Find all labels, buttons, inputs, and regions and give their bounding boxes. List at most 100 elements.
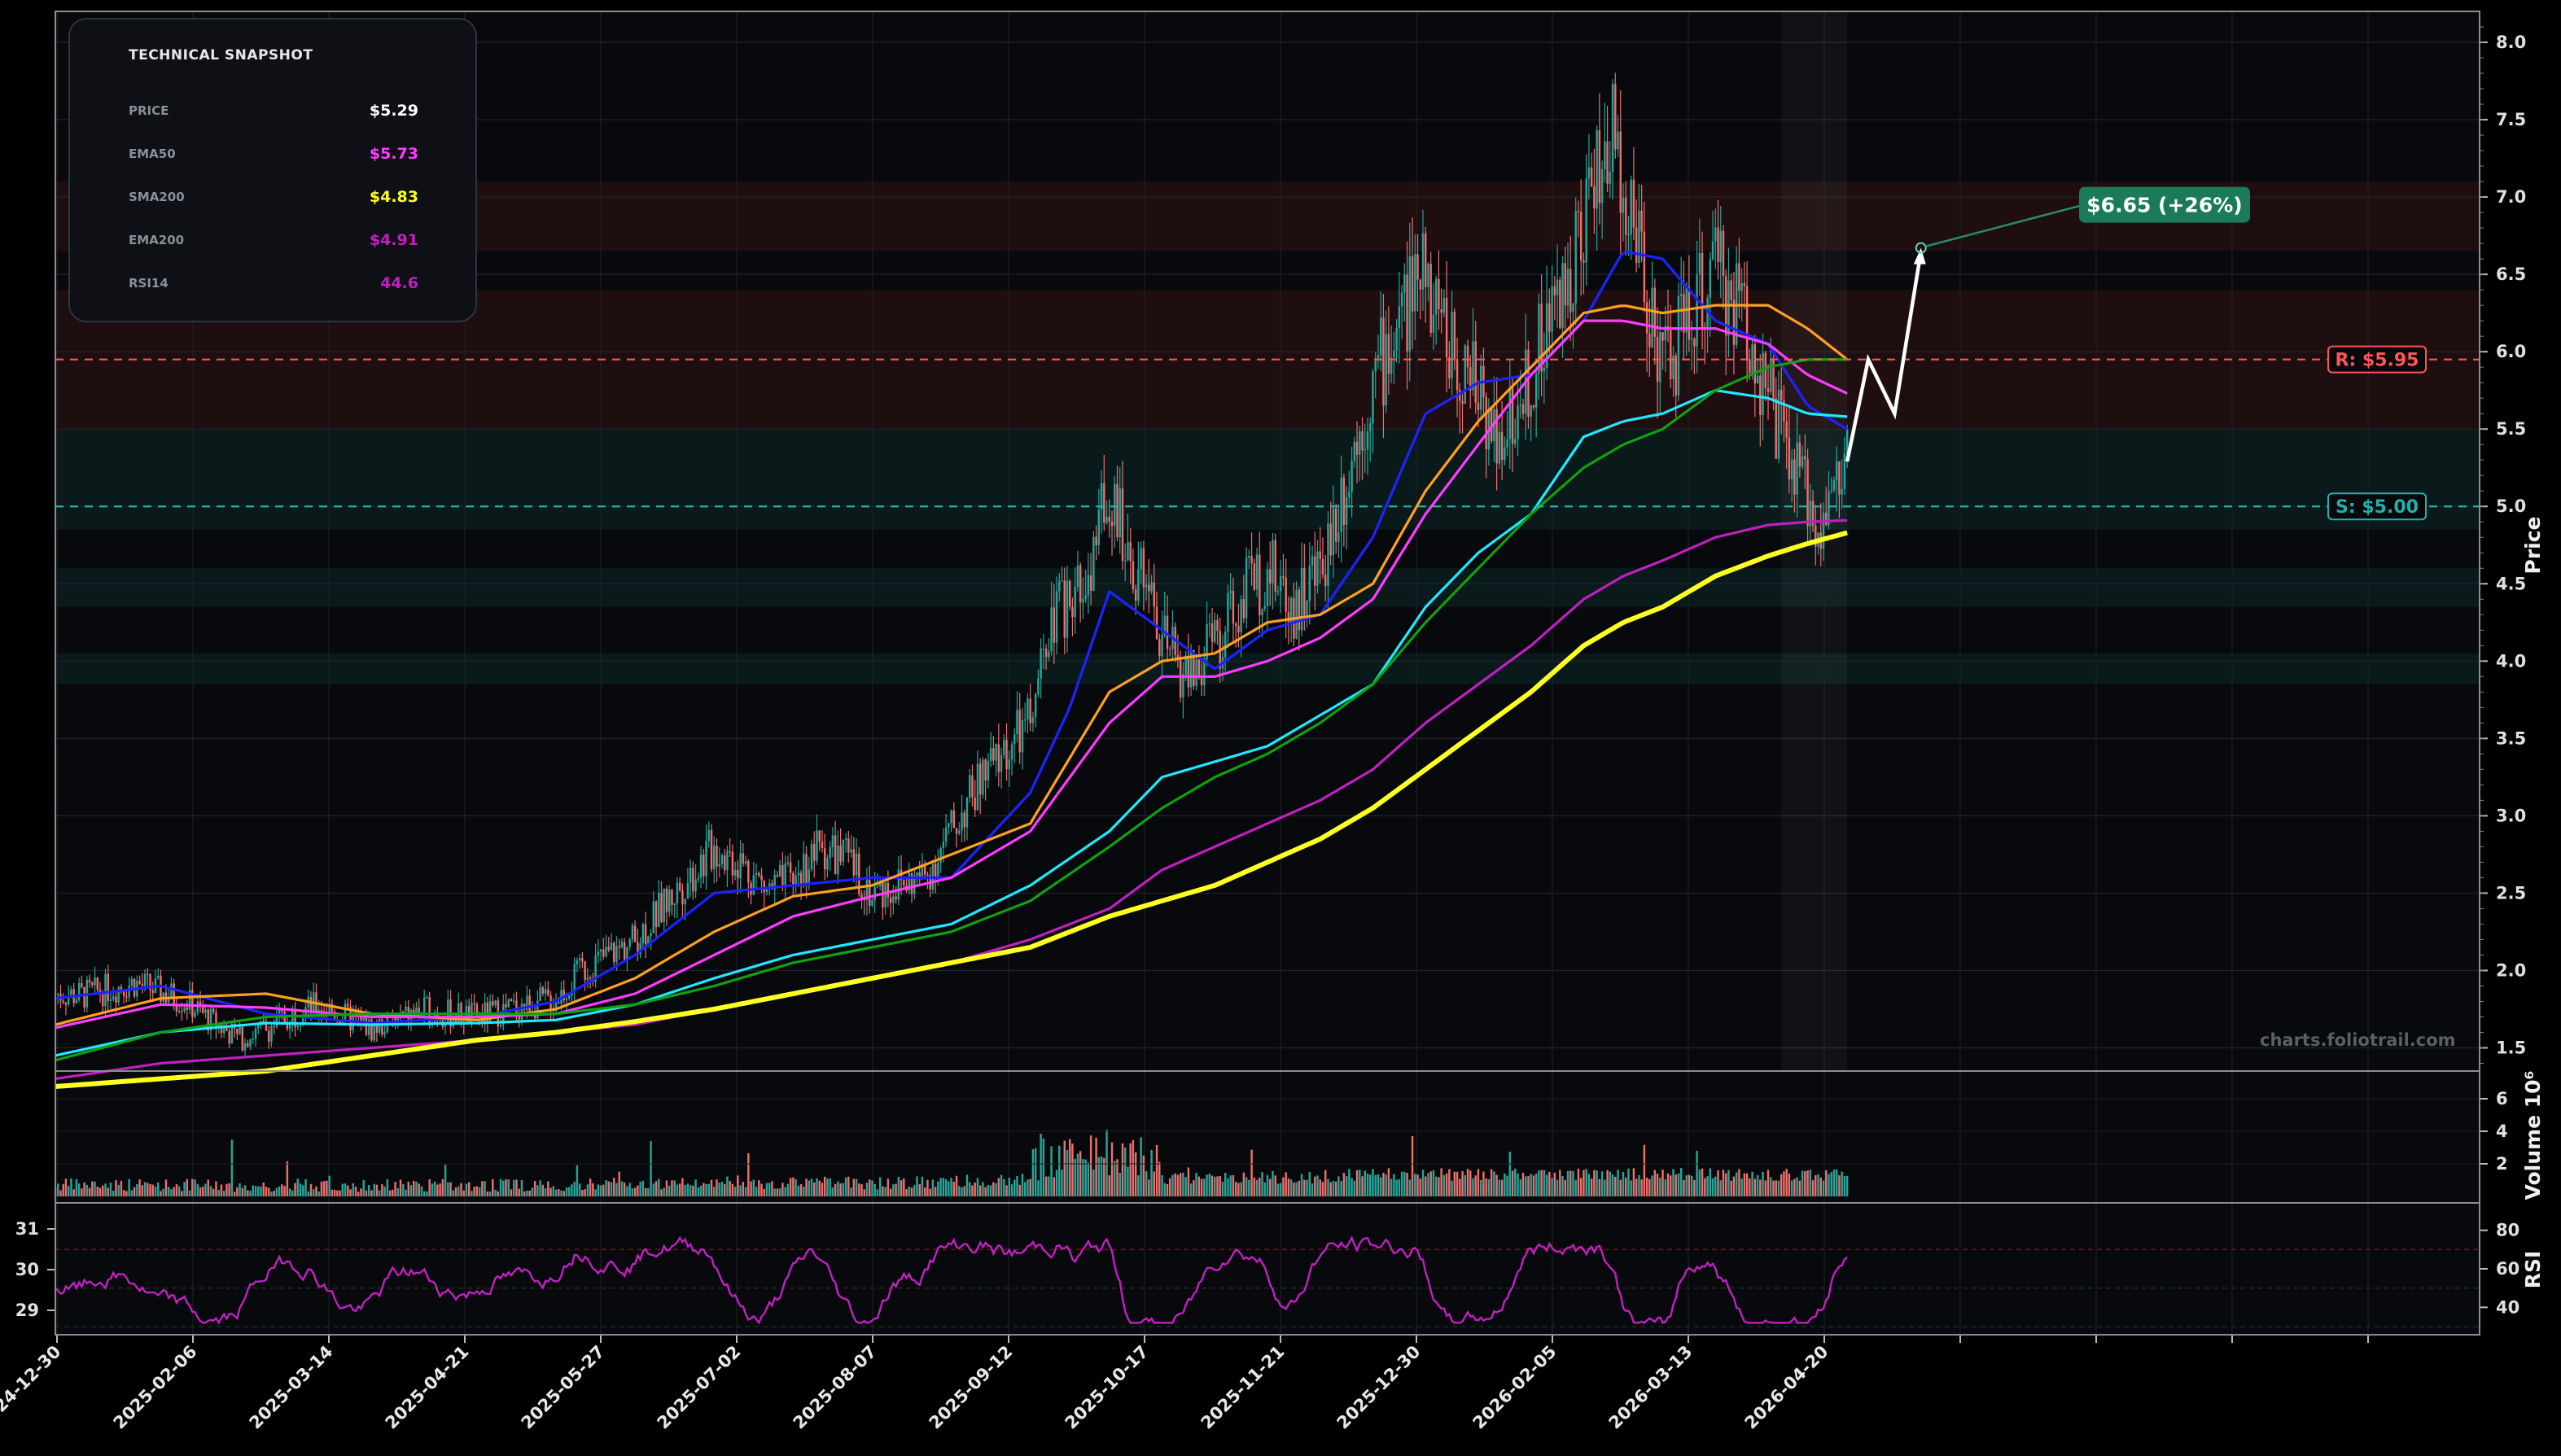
volume-bar <box>215 1181 217 1196</box>
volume-bar <box>1485 1178 1487 1196</box>
volume-bar <box>115 1180 117 1196</box>
candle-body <box>188 990 191 1010</box>
price-tick-label: 3.0 <box>2496 806 2526 825</box>
volume-bar <box>1003 1178 1005 1196</box>
candle-body <box>541 987 545 994</box>
volume-bar <box>1714 1176 1717 1196</box>
volume-bar <box>164 1179 168 1196</box>
candle-body <box>578 958 581 961</box>
volume-bar <box>1766 1170 1770 1196</box>
volume-bar <box>1685 1175 1688 1196</box>
candle-body <box>91 982 94 986</box>
candle-body <box>889 897 892 903</box>
volume-bar <box>673 1180 676 1196</box>
candle-body <box>1788 437 1791 480</box>
price-tick-label: 4.5 <box>2496 574 2526 593</box>
volume-bar <box>1583 1170 1585 1196</box>
volume-bar <box>281 1184 283 1196</box>
candle-body <box>1622 197 1625 213</box>
candle-body <box>536 1000 539 1019</box>
candle-body <box>1034 693 1037 718</box>
x-tick-label: 2025-03-14 <box>246 1342 337 1433</box>
volume-bar <box>765 1183 768 1196</box>
volume-bar <box>852 1178 856 1196</box>
candle-body <box>77 982 81 1000</box>
volume-bar <box>976 1178 979 1196</box>
candle-body <box>1403 274 1406 293</box>
volume-bar <box>1276 1183 1280 1196</box>
volume-bar <box>716 1179 718 1196</box>
volume-bar <box>1780 1174 1783 1196</box>
candle-body <box>1804 456 1806 460</box>
volume-bar <box>1285 1172 1287 1196</box>
candle-body <box>1835 461 1838 481</box>
candle-body <box>923 864 926 875</box>
volume-bar <box>1361 1176 1364 1196</box>
volume-bar <box>497 1191 500 1196</box>
volume-bar <box>347 1185 349 1196</box>
volume-bar <box>1048 1176 1050 1196</box>
candle-body <box>1361 431 1364 451</box>
candle-body <box>1050 607 1053 652</box>
candle-body <box>1005 740 1008 770</box>
candle-body <box>886 882 890 898</box>
volume-tick-label: 6 <box>2496 1089 2508 1108</box>
candle-body <box>1738 263 1740 291</box>
candle-body <box>1227 592 1229 632</box>
candle-body <box>860 894 863 899</box>
candle-body <box>1031 717 1035 724</box>
volume-bar <box>763 1188 765 1196</box>
volume-bar <box>631 1188 634 1196</box>
volume-bar <box>1105 1129 1108 1196</box>
volume-bar <box>694 1179 697 1196</box>
x-tick-label: 2026-03-13 <box>1605 1342 1696 1433</box>
volume-bar <box>422 1191 426 1196</box>
candle-body <box>576 960 579 964</box>
volume-bar <box>1016 1176 1018 1196</box>
volume-bar <box>1095 1137 1097 1196</box>
volume-bar <box>1551 1178 1553 1196</box>
candle-body <box>1517 405 1519 439</box>
volume-bar <box>678 1183 681 1196</box>
candle-body <box>296 1025 300 1028</box>
candle-body <box>1638 210 1640 264</box>
volume-bar <box>320 1181 323 1196</box>
snapshot-row-rsi14: RSI14 44.6 <box>129 274 418 295</box>
volume-axis-label: Volume 10⁶ <box>2521 1071 2545 1200</box>
volume-bar <box>1783 1171 1785 1196</box>
volume-bar <box>1340 1181 1342 1196</box>
volume-bar <box>492 1178 494 1196</box>
price-tick-label: 3.5 <box>2496 728 2526 748</box>
candle-body <box>752 875 755 895</box>
volume-bar <box>628 1183 631 1196</box>
x-tick-label: 2026-04-20 <box>1741 1342 1832 1433</box>
volume-bar <box>1843 1176 1846 1196</box>
volume-bar <box>317 1191 320 1196</box>
volume-bar <box>826 1178 829 1196</box>
volume-bar <box>995 1183 997 1196</box>
volume-bar <box>1163 1183 1166 1196</box>
candle-body <box>1749 359 1751 374</box>
volume-bar <box>1110 1142 1114 1196</box>
candle-body <box>1306 600 1308 615</box>
volume-bar <box>283 1186 286 1196</box>
volume-bar <box>288 1188 291 1196</box>
candle-body <box>876 885 879 888</box>
support-zone <box>55 429 2480 499</box>
candle-body <box>737 869 739 879</box>
volume-bar <box>547 1181 549 1196</box>
volume-bar <box>1419 1178 1421 1196</box>
candle-body <box>1340 477 1342 532</box>
candle-body <box>177 1011 181 1012</box>
candle-body <box>1092 536 1095 591</box>
candle-body <box>726 850 729 871</box>
volume-bar <box>1429 1171 1432 1196</box>
candle-body <box>637 942 639 955</box>
candle-body <box>615 946 618 963</box>
candle-body <box>1163 615 1166 635</box>
volume-bar <box>167 1187 170 1196</box>
volume-bar <box>1434 1176 1438 1196</box>
volume-bar <box>971 1185 974 1196</box>
volume-bar <box>1456 1171 1459 1196</box>
candle-body <box>513 1000 515 1002</box>
